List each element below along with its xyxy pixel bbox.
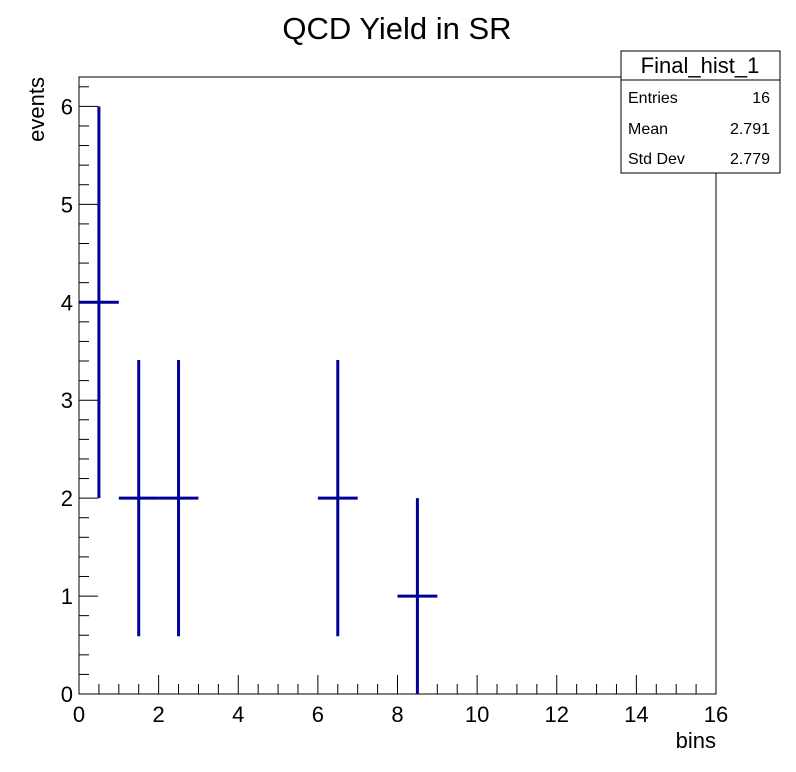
x-tick-label: 14 xyxy=(624,702,648,727)
stats-title: Final_hist_1 xyxy=(641,53,760,78)
x-axis-label: bins xyxy=(676,728,716,753)
x-tick-label: 10 xyxy=(465,702,489,727)
y-axis-label: events xyxy=(24,77,49,142)
stats-box-frame xyxy=(620,50,781,174)
data-point xyxy=(317,360,358,637)
y-tick-label: 3 xyxy=(61,388,73,413)
stats-mean-value: 2.791 xyxy=(730,121,770,138)
stats-entries-value: 16 xyxy=(752,90,770,107)
data-point xyxy=(158,360,199,637)
x-tick-label: 6 xyxy=(312,702,324,727)
data-point xyxy=(397,498,438,694)
chart-title: QCD Yield in SR xyxy=(282,11,511,46)
y-tick-label: 2 xyxy=(61,486,73,511)
plot-frame xyxy=(78,76,717,695)
stats-stddev-value: 2.779 xyxy=(730,151,770,168)
x-tick-label: 12 xyxy=(545,702,569,727)
stats-entries-label: Entries xyxy=(628,90,678,107)
x-tick-label: 4 xyxy=(232,702,244,727)
y-tick-label: 1 xyxy=(61,584,73,609)
data-point xyxy=(118,360,159,637)
x-tick-label: 16 xyxy=(704,702,728,727)
y-tick-label: 6 xyxy=(61,94,73,119)
data-series xyxy=(79,106,438,694)
y-axis: 0 1 2 3 4 5 6 xyxy=(61,86,98,707)
x-axis: 0 2 4 6 8 10 12 14 16 xyxy=(73,675,728,727)
x-tick-label: 2 xyxy=(153,702,165,727)
x-tick-label: 8 xyxy=(391,702,403,727)
data-point xyxy=(79,106,119,499)
y-tick-label: 5 xyxy=(61,192,73,217)
stats-stddev-label: Std Dev xyxy=(628,151,685,168)
y-tick-label: 0 xyxy=(61,682,73,707)
y-tick-label: 4 xyxy=(61,290,73,315)
stats-mean-label: Mean xyxy=(628,121,668,138)
x-tick-label: 0 xyxy=(73,702,85,727)
stats-box: Final_hist_1 Entries 16 Mean 2.791 Std D… xyxy=(620,50,781,174)
